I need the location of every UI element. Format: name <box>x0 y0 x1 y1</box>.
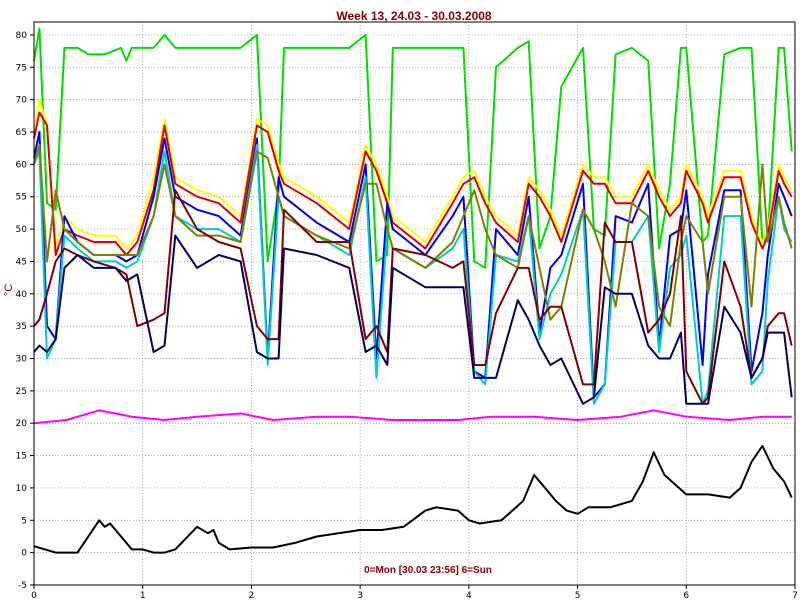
series-line-3 <box>33 111 793 256</box>
y-axis-ticks: -5 0 5 10 15 20 25 30 35 40 45 50 55 60 65 70 75 80 <box>16 31 34 591</box>
y-tick-label: 45 <box>16 257 27 267</box>
series-line-5 <box>33 144 793 405</box>
x-axis-ticks: 0 1 2 3 4 5 6 7 <box>31 585 798 600</box>
x-tick-label: 3 <box>357 591 363 600</box>
x-tick-label: 0 <box>31 591 37 600</box>
y-tick-label: -5 <box>18 581 27 591</box>
x-axis-label: 0=Mon [30.03 23:56] 6=Sun <box>364 565 492 576</box>
series-group <box>33 27 793 554</box>
y-tick-label: 0 <box>21 549 27 559</box>
y-tick-label: 30 <box>16 355 28 365</box>
y-tick-label: 35 <box>16 322 27 332</box>
y-tick-label: 65 <box>16 128 27 138</box>
series-line-8 <box>33 234 793 405</box>
series-line-1 <box>33 27 793 269</box>
y-tick-label: 20 <box>16 419 28 429</box>
x-tick-label: 5 <box>575 591 581 600</box>
y-tick-label: 70 <box>16 96 28 106</box>
y-tick-label: 55 <box>16 193 27 203</box>
chart-title: Week 13, 24.03 - 30.03.2008 <box>336 9 492 23</box>
y-tick-label: 15 <box>16 452 27 462</box>
y-tick-label: 5 <box>21 516 27 526</box>
series-line-10 <box>33 444 793 554</box>
series-line-7 <box>33 189 793 405</box>
x-tick-label: 2 <box>249 591 255 600</box>
y-tick-label: 80 <box>16 31 28 41</box>
y-tick-label: 10 <box>16 484 28 494</box>
x-tick-label: 4 <box>466 591 472 600</box>
series-line-9 <box>33 409 792 425</box>
plot-frame <box>33 21 796 586</box>
series-line-6 <box>33 144 793 328</box>
x-tick-label: 1 <box>140 591 146 600</box>
x-tick-label: 7 <box>792 591 798 600</box>
series-line-2 <box>33 98 793 250</box>
y-tick-label: 75 <box>16 63 27 73</box>
y-tick-label: 25 <box>16 387 27 397</box>
y-tick-label: 50 <box>16 225 28 235</box>
series-line-4 <box>33 131 793 399</box>
x-tick-label: 6 <box>683 591 689 600</box>
y-axis-label: °C <box>3 284 15 296</box>
y-tick-label: 40 <box>16 290 28 300</box>
y-tick-label: 60 <box>16 160 28 170</box>
